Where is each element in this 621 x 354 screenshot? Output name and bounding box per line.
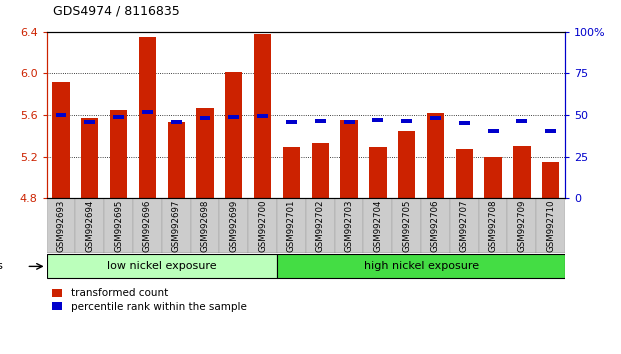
Text: GSM992696: GSM992696 bbox=[143, 200, 152, 252]
Bar bbox=[199, 116, 211, 120]
Bar bbox=[81, 118, 98, 198]
Bar bbox=[168, 122, 185, 198]
Bar bbox=[545, 129, 556, 133]
Text: high nickel exposure: high nickel exposure bbox=[363, 261, 479, 272]
Bar bbox=[254, 34, 271, 198]
Bar bbox=[47, 255, 277, 278]
Bar bbox=[306, 198, 335, 253]
Text: GSM992695: GSM992695 bbox=[114, 200, 123, 252]
Text: GSM992705: GSM992705 bbox=[402, 200, 411, 252]
Bar bbox=[84, 120, 95, 124]
Bar bbox=[104, 198, 133, 253]
Bar bbox=[283, 147, 300, 198]
Bar bbox=[196, 108, 214, 198]
Text: low nickel exposure: low nickel exposure bbox=[107, 261, 217, 272]
Bar bbox=[430, 116, 441, 120]
Bar bbox=[162, 198, 191, 253]
Bar bbox=[398, 131, 415, 198]
Bar bbox=[537, 198, 565, 253]
Bar bbox=[138, 37, 156, 198]
Bar bbox=[248, 198, 277, 253]
Text: GSM992698: GSM992698 bbox=[201, 200, 209, 252]
Bar bbox=[277, 198, 306, 253]
Bar bbox=[55, 113, 66, 117]
Legend: transformed count, percentile rank within the sample: transformed count, percentile rank withi… bbox=[52, 289, 247, 312]
Bar bbox=[225, 73, 242, 198]
Bar bbox=[133, 198, 162, 253]
Bar bbox=[421, 198, 450, 253]
Bar bbox=[312, 143, 329, 198]
Bar bbox=[427, 113, 444, 198]
Bar bbox=[479, 198, 507, 253]
Text: GSM992704: GSM992704 bbox=[373, 200, 383, 252]
Bar bbox=[363, 198, 392, 253]
Bar bbox=[401, 119, 412, 123]
Bar bbox=[52, 82, 70, 198]
Bar bbox=[113, 115, 124, 119]
Text: GSM992710: GSM992710 bbox=[546, 200, 555, 252]
Text: GDS4974 / 8116835: GDS4974 / 8116835 bbox=[53, 5, 179, 18]
Bar bbox=[507, 198, 537, 253]
Bar bbox=[392, 198, 421, 253]
Bar bbox=[171, 120, 182, 124]
Bar bbox=[75, 198, 104, 253]
Text: stress: stress bbox=[0, 261, 3, 272]
Bar bbox=[315, 119, 326, 123]
Text: GSM992693: GSM992693 bbox=[57, 200, 65, 252]
Bar bbox=[47, 198, 75, 253]
Bar bbox=[456, 149, 473, 198]
Bar bbox=[110, 110, 127, 198]
Bar bbox=[257, 114, 268, 118]
Bar bbox=[450, 198, 479, 253]
Bar bbox=[343, 120, 355, 124]
Text: GSM992699: GSM992699 bbox=[229, 200, 238, 252]
Bar bbox=[459, 121, 469, 125]
Text: GSM992697: GSM992697 bbox=[172, 200, 181, 252]
Bar bbox=[191, 198, 219, 253]
Bar bbox=[286, 120, 297, 124]
Bar bbox=[277, 255, 565, 278]
Text: GSM992702: GSM992702 bbox=[315, 200, 325, 252]
Bar bbox=[369, 147, 386, 198]
Text: GSM992706: GSM992706 bbox=[431, 200, 440, 252]
Text: GSM992700: GSM992700 bbox=[258, 200, 267, 252]
Bar bbox=[340, 120, 358, 198]
Text: GSM992709: GSM992709 bbox=[517, 200, 527, 252]
Bar bbox=[487, 129, 499, 133]
Bar bbox=[513, 146, 530, 198]
Bar bbox=[373, 118, 383, 122]
Bar bbox=[335, 198, 363, 253]
Bar bbox=[219, 198, 248, 253]
Bar bbox=[229, 115, 239, 119]
Text: GSM992703: GSM992703 bbox=[345, 200, 353, 252]
Text: GSM992707: GSM992707 bbox=[460, 200, 469, 252]
Bar bbox=[142, 110, 153, 114]
Text: GSM992694: GSM992694 bbox=[85, 200, 94, 252]
Bar bbox=[517, 119, 527, 123]
Text: GSM992701: GSM992701 bbox=[287, 200, 296, 252]
Bar bbox=[542, 162, 560, 198]
Bar bbox=[484, 156, 502, 198]
Text: GSM992708: GSM992708 bbox=[489, 200, 497, 252]
